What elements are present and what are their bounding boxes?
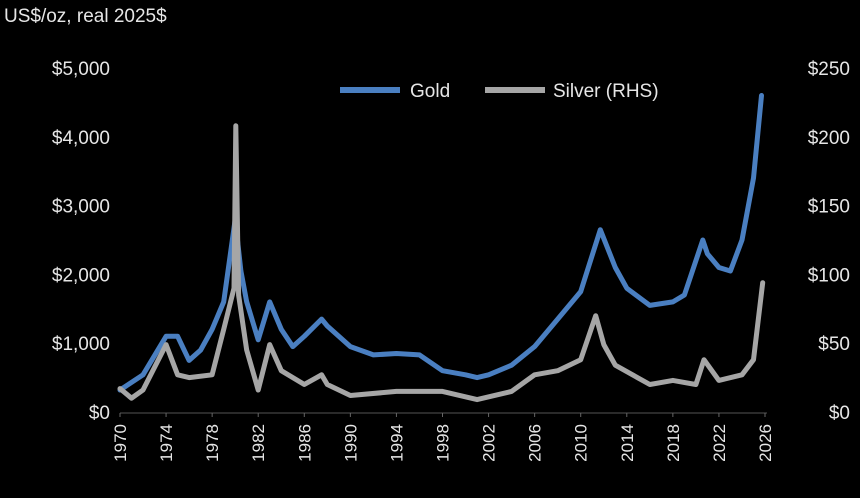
left-axis-tick-label: $0 [89,403,110,424]
left-axis-tick-label: $3,000 [52,197,110,218]
series-line-silver [117,123,766,403]
x-axis-tick-label: 2026 [756,424,775,462]
x-axis-tick-label: 2018 [664,424,683,462]
series-lines [117,93,766,403]
left-axis-tick-label: $4,000 [52,128,110,149]
x-axis-tick-label: 1986 [295,424,314,462]
legend-gold-label: Gold [410,81,450,102]
x-axis-tick-label: 1978 [203,424,222,462]
right-axis-tick-label: $50 [818,334,850,355]
series-line-gold [117,93,764,393]
x-axis: 1970 1974 1978 1982 1986 1990 1994 1998 2002 2006… [111,412,775,462]
left-axis-labels: $0 $1,000 $2,000 $3,000 $4,000 $5,000 [52,59,110,424]
x-axis-tick-label: 2014 [618,424,637,462]
left-axis-tick-label: $1,000 [52,334,110,355]
x-axis-tick-label: 1982 [249,424,268,462]
x-axis-tick-label: 2010 [572,424,591,462]
left-axis-tick-label: $2,000 [52,265,110,286]
left-axis-tick-label: $5,000 [52,59,110,80]
right-axis-tick-label: $150 [808,197,850,218]
right-axis-tick-label: $0 [829,403,850,424]
right-axis-labels: $0 $50 $100 $150 $200 $250 [808,59,850,424]
x-axis-tick-label: 2002 [480,424,499,462]
x-axis-tick-label: 1970 [111,424,130,462]
right-axis-tick-label: $200 [808,128,850,149]
x-axis-tick-label: 2022 [710,424,729,462]
x-axis-tick-label: 1974 [157,424,176,462]
x-axis-tick-label: 1994 [387,424,406,462]
legend: Gold Silver (RHS) [340,81,659,102]
x-axis-tick-label: 1998 [434,424,453,462]
right-axis-tick-label: $100 [808,265,850,286]
right-axis-tick-label: $250 [808,59,850,80]
legend-silver-label: Silver (RHS) [553,81,659,102]
x-axis-tick-label: 1990 [341,424,360,462]
x-axis-tick-label: 2006 [526,424,545,462]
chart-title: US$/oz, real 2025$ [4,6,167,27]
